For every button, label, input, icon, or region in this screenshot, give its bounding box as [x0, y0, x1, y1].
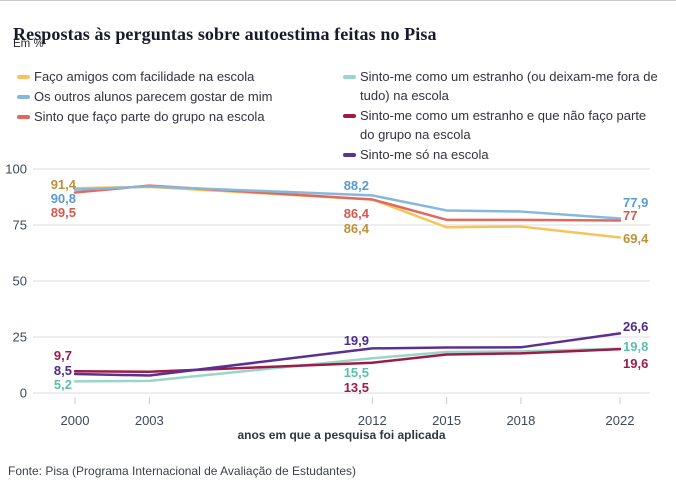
source-note: Fonte: Pisa (Programa Internacional de A…	[8, 464, 356, 478]
series-line-estranho-fora	[73, 347, 622, 383]
x-tick-label: 2015	[432, 413, 461, 428]
x-tick-label: 2000	[61, 413, 90, 428]
legend-label: Sinto que faço parte do grupo na escola	[34, 109, 265, 124]
series-line-so-escola	[73, 332, 622, 377]
data-label-so-escola-2000: 8,5	[54, 363, 72, 378]
chart-title: Respostas às perguntas sobre autoestima …	[13, 24, 437, 45]
legend-swatch-icon	[343, 114, 356, 118]
x-tick-label: 2003	[135, 413, 164, 428]
legend-item: Faço amigos com facilidade na escola	[17, 67, 329, 86]
legend-swatch-icon	[17, 115, 30, 119]
data-label-faco-amigos-2000: 91,4	[51, 177, 77, 192]
x-tick-label: 2022	[606, 413, 635, 428]
legend-label: Sinto-me como um estranho e que não faço…	[360, 108, 647, 142]
legend-swatch-icon	[17, 75, 30, 79]
data-label-parte-grupo-2022: 77	[623, 208, 637, 223]
y-tick-label: 100	[5, 162, 27, 177]
data-label-estranho-fora-2000: 5,2	[54, 377, 72, 392]
data-label-parte-grupo-2012: 86,4	[344, 206, 370, 221]
data-label-parte-grupo-2000: 89,5	[51, 205, 76, 220]
legend-label: Sinto-me só na escola	[360, 147, 489, 162]
legend-item: Sinto-me como um estranho e que não faço…	[343, 106, 663, 144]
legend-column-left: Faço amigos com facilidade na escola Os o…	[17, 67, 329, 126]
data-label-outros-gostar-2000: 90,8	[51, 191, 76, 206]
legend-item: Sinto-me como um estranho (ou deixam-me …	[343, 67, 663, 105]
legend-swatch-icon	[17, 95, 30, 99]
data-label-estranho-grupo-2000: 9,7	[54, 348, 72, 363]
legend-item: Os outros alunos parecem gostar de mim	[17, 87, 329, 106]
legend-column-right: Sinto-me como um estranho (ou deixam-me …	[343, 67, 663, 164]
x-tick-label: 2012	[358, 413, 387, 428]
legend-label: Os outros alunos parecem gostar de mim	[34, 89, 273, 104]
legend-item: Sinto-me só na escola	[343, 145, 663, 164]
series-line-outros-gostar	[73, 185, 622, 220]
data-label-faco-amigos-2012: 86,4	[344, 221, 370, 236]
legend-label: Sinto-me como um estranho (ou deixam-me …	[360, 69, 658, 103]
data-label-estranho-fora-2012: 15,5	[344, 365, 369, 380]
y-tick-label: 50	[13, 274, 27, 289]
data-label-estranho-fora-2022: 19,8	[623, 339, 648, 354]
y-tick-label: 75	[13, 218, 27, 233]
legend-item: Sinto que faço parte do grupo na escola	[17, 107, 329, 126]
data-label-outros-gostar-2012: 88,2	[344, 178, 369, 193]
y-tick-label: 25	[13, 330, 27, 345]
legend-swatch-icon	[343, 75, 356, 79]
data-label-so-escola-2022: 26,6	[623, 319, 648, 334]
data-label-estranho-grupo-2012: 13,5	[344, 380, 369, 395]
data-label-outros-gostar-2022: 77,9	[623, 195, 648, 210]
data-label-faco-amigos-2022: 69,4	[623, 231, 649, 246]
data-label-so-escola-2012: 19,9	[344, 333, 369, 348]
x-tick-label: 2018	[506, 413, 535, 428]
legend-swatch-icon	[343, 153, 356, 157]
series-line-estranho-grupo	[73, 347, 622, 373]
y-tick-label: 0	[20, 386, 27, 401]
legend-label: Faço amigos com facilidade na escola	[34, 69, 255, 84]
x-axis-title: anos em que a pesquisa foi aplicada	[237, 428, 446, 442]
data-label-estranho-grupo-2022: 19,6	[623, 356, 648, 371]
chart-subtitle: Em %	[13, 38, 44, 50]
